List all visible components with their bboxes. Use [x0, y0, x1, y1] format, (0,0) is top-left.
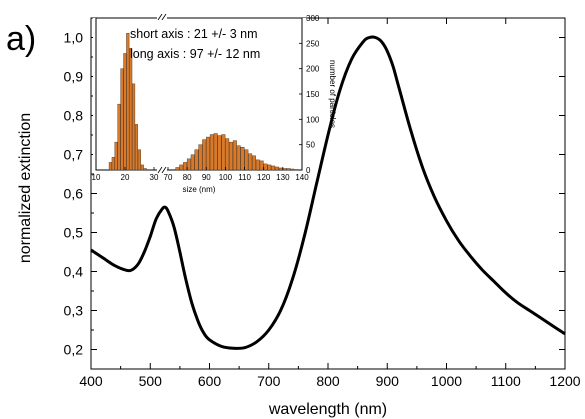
histogram-bar: [129, 48, 133, 171]
inset-y-tick-label: 0: [306, 166, 311, 175]
histogram-bar: [229, 141, 233, 171]
histogram-bar: [217, 135, 222, 171]
histogram-bar: [282, 168, 287, 171]
long-axis-annotation: long axis : 97 +/- 12 nm: [130, 47, 260, 61]
histogram-bar: [286, 168, 291, 171]
main-x-tick-label: 800: [316, 373, 340, 389]
inset-y-tick-label: 250: [306, 39, 320, 48]
histogram-bar: [137, 149, 141, 171]
histogram-bar: [221, 134, 226, 171]
inset-x-tick-label: 90: [202, 173, 211, 182]
inset-x-tick-label: 120: [257, 173, 271, 182]
main-y-tick-label: 0,5: [64, 225, 84, 241]
histogram-bar: [190, 154, 195, 171]
histogram-bar: [267, 164, 272, 171]
inset-x-tick-label: 70: [164, 173, 173, 182]
inset-x-tick-label: 110: [238, 173, 251, 182]
main-y-tick-label: 0,2: [64, 342, 84, 358]
main-y-tick-label: 1,0: [64, 30, 84, 46]
histogram-bar: [179, 164, 184, 171]
inset-y-tick-label: 300: [306, 14, 320, 23]
histogram-bar: [225, 138, 230, 171]
histogram-bar: [213, 133, 218, 171]
main-x-tick-label: 1200: [549, 373, 580, 389]
histogram-bar: [271, 165, 276, 171]
histogram-bar: [111, 157, 115, 171]
histogram-bar: [248, 153, 253, 171]
main-x-axis-label: wavelength (nm): [268, 401, 387, 418]
histogram-bar: [140, 164, 144, 171]
main-y-tick-label: 0,8: [64, 108, 84, 124]
main-x-tick-label: 1100: [491, 373, 521, 389]
inset-x-tick-label: 20: [121, 173, 130, 182]
histogram-bar: [186, 158, 191, 171]
inset-x-axis-label: size (nm): [183, 185, 216, 194]
histogram-bar: [123, 53, 127, 171]
histogram-bar: [175, 167, 180, 171]
main-x-tick-label: 900: [376, 373, 400, 389]
main-y-tick-label: 0,3: [64, 303, 84, 319]
histogram-bar: [255, 159, 260, 171]
inset-x-tick-label: 130: [276, 173, 290, 182]
main-y-axis-label: normalized extinction: [17, 113, 34, 263]
histogram-bar: [244, 149, 249, 171]
histogram-bar: [290, 168, 295, 171]
histogram-bar: [198, 144, 203, 171]
short-axis-annotation: short axis : 21 +/- 3 nm: [130, 27, 257, 41]
inset-x-tick-label: 10: [92, 173, 101, 182]
histogram-bar: [259, 160, 264, 171]
main-y-tick-label: 0,7: [64, 147, 84, 163]
histogram-bar: [183, 162, 188, 171]
panel-label: a): [6, 20, 36, 58]
histogram-bar: [236, 145, 241, 171]
inset-histogram: 10 20 30 70 80 90 100 110 120 130 140 0 50 100 150 200…: [92, 13, 337, 194]
main-y-tick-label: 0,4: [64, 264, 84, 280]
inset-y-axis: 0 50 100 150 200 250 300: [299, 14, 320, 175]
histogram-bar: [278, 167, 283, 171]
histogram-bar: [294, 169, 299, 171]
main-x-axis: 400 500 600 700 800 900 1000 1100 1200: [79, 18, 581, 389]
histogram-bar: [240, 146, 245, 171]
main-x-tick-label: 500: [139, 373, 163, 389]
main-x-tick-label: 700: [257, 373, 281, 389]
inset-y-tick-label: 200: [306, 65, 320, 74]
histogram-bar: [263, 163, 268, 171]
inset-x-tick-label: 80: [183, 173, 192, 182]
main-y-tick-label: 0,9: [64, 69, 84, 85]
histogram-bar: [132, 83, 136, 171]
main-x-tick-label: 400: [79, 373, 103, 389]
main-x-tick-label: 600: [198, 373, 222, 389]
main-x-tick-label: 1000: [431, 373, 462, 389]
histogram-bar: [202, 139, 207, 171]
histogram-bar: [117, 103, 121, 171]
inset-x-tick-label: 30: [150, 173, 159, 182]
inset-y-tick-label: 100: [306, 115, 320, 124]
main-y-axis: 0,2 0,3 0,4 0,5 0,6 0,7 0,8 0,9 1,0: [64, 30, 565, 370]
inset-bars: [108, 33, 299, 171]
inset-y-tick-label: 150: [306, 90, 320, 99]
inset-x-tick-label: 140: [295, 173, 309, 182]
histogram-bar: [134, 124, 139, 171]
histogram-bar: [275, 166, 279, 171]
histogram-bar: [209, 134, 214, 171]
histogram-bar: [143, 168, 147, 171]
inset-axis-break: [157, 13, 167, 174]
inset-x-axis: 10 20 30 70 80 90 100 110 120 130 140: [92, 167, 309, 182]
inset-x-tick-label: 100: [219, 173, 233, 182]
extinction-spectrum-line: [90, 35, 566, 350]
histogram-bar: [108, 162, 112, 171]
histogram-bar: [194, 149, 199, 171]
main-y-tick-label: 0,6: [64, 186, 84, 202]
histogram-bar: [120, 68, 124, 171]
histogram-bar: [114, 141, 118, 171]
inset-y-axis-label: number of particles: [328, 60, 337, 128]
histogram-bar: [232, 140, 237, 171]
histogram-bar: [126, 33, 130, 171]
histogram-bar: [206, 136, 211, 171]
main-plot: 400 500 600 700 800 900 1000 1100 1200 0,20,30,4…: [17, 17, 581, 418]
inset-y-tick-label: 50: [306, 141, 315, 150]
histogram-bar: [252, 155, 256, 171]
